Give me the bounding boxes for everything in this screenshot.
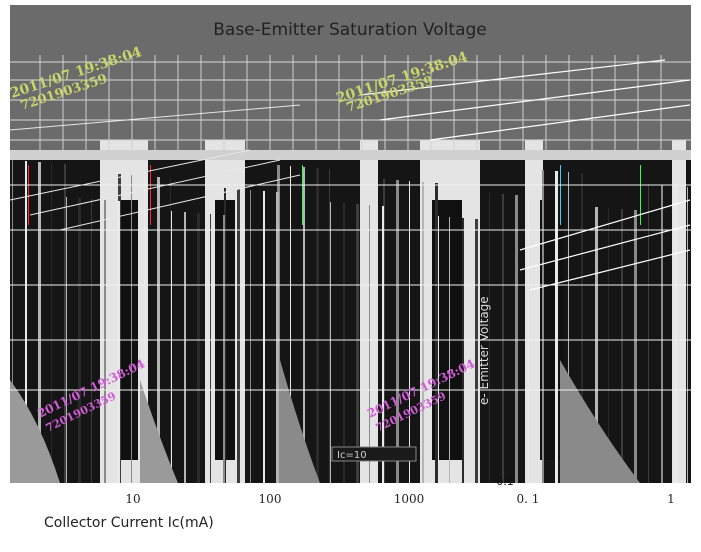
inset-y-tick: 0.1 xyxy=(496,475,514,488)
streak-34 xyxy=(462,218,464,483)
streak-41 xyxy=(157,177,160,483)
streak-9 xyxy=(489,193,490,483)
series-line-left-2 xyxy=(29,159,281,216)
x2-tick-0-1: 0. 1 xyxy=(517,492,540,506)
streak-42 xyxy=(210,214,211,483)
series-line-3 xyxy=(519,199,691,251)
x-tick-10: 10 xyxy=(125,492,140,506)
color-streak-3 xyxy=(150,165,151,225)
glitch-artifacts xyxy=(10,140,691,483)
streak-25 xyxy=(661,185,663,483)
streak-16 xyxy=(184,212,186,483)
x2-tick-1: 1 xyxy=(667,492,675,506)
streak-26 xyxy=(38,162,41,483)
streak-22 xyxy=(502,194,504,483)
streak-32 xyxy=(356,204,359,483)
streak-33 xyxy=(409,181,410,483)
streak-54 xyxy=(170,178,171,483)
streak-58 xyxy=(382,206,384,483)
streak-29 xyxy=(197,213,200,483)
streak-53 xyxy=(117,201,120,483)
streak-40 xyxy=(104,200,106,483)
series-line-0 xyxy=(359,59,666,96)
color-streak-4 xyxy=(640,165,641,225)
streak-6 xyxy=(330,202,331,483)
curve-shade-mid xyxy=(140,380,178,483)
streak-3 xyxy=(171,211,172,483)
streak-49 xyxy=(581,173,583,483)
streak-56 xyxy=(276,192,279,483)
series-line-left-0 xyxy=(9,104,301,131)
streak-35 xyxy=(515,195,518,483)
streak-46 xyxy=(422,182,424,483)
inset-legend-box xyxy=(331,446,417,462)
dark-strip-0 xyxy=(118,200,138,460)
light-band-4 xyxy=(525,140,543,483)
streak-39 xyxy=(51,163,52,483)
header-strip xyxy=(10,150,691,160)
streak-31 xyxy=(303,167,305,483)
inset-y-label: e- Emitter Voltage xyxy=(477,296,491,405)
streak-15 xyxy=(131,175,132,483)
streak-44 xyxy=(316,168,319,483)
streak-17 xyxy=(237,189,240,483)
color-streak-1 xyxy=(302,165,303,225)
series-curves xyxy=(9,59,691,291)
streak-18 xyxy=(290,166,291,483)
series-line-4 xyxy=(519,224,691,271)
streak-23 xyxy=(555,171,558,483)
streak-38 xyxy=(674,186,677,483)
streak-12 xyxy=(648,184,649,483)
streak-59 xyxy=(435,183,438,483)
streak-43 xyxy=(263,191,265,483)
streak-57 xyxy=(329,169,330,483)
x-axis-label: Collector Current Ic(mA) xyxy=(44,515,214,531)
x-tick-100: 100 xyxy=(259,492,282,506)
color-streak-0 xyxy=(28,165,29,225)
curve-shade-far xyxy=(560,360,640,483)
streak-37 xyxy=(621,209,623,483)
curve-shade-right xyxy=(280,360,320,483)
x-tick-1000: 1000 xyxy=(394,492,425,506)
streak-30 xyxy=(250,190,251,483)
color-streak-2 xyxy=(560,165,561,225)
curve-shade-left xyxy=(10,380,60,483)
streak-0 xyxy=(12,160,13,483)
series-line-left-1 xyxy=(9,149,251,201)
streak-45 xyxy=(369,205,370,483)
streak-10 xyxy=(542,170,544,483)
chart-title: Base-Emitter Saturation Voltage xyxy=(213,20,487,40)
inset-legend-label: Ic=10 xyxy=(337,450,367,461)
streak-28 xyxy=(144,176,146,483)
streak-36 xyxy=(568,172,569,483)
streak-27 xyxy=(91,199,92,483)
streak-19 xyxy=(343,203,345,483)
streak-24 xyxy=(608,208,609,483)
series-line-left-3 xyxy=(59,174,301,231)
streak-20 xyxy=(396,180,399,483)
streak-11 xyxy=(595,207,598,483)
streak-47 xyxy=(475,219,478,483)
series-line-2 xyxy=(429,104,691,141)
streak-55 xyxy=(223,215,225,483)
streak-51 xyxy=(687,187,688,483)
streak-13 xyxy=(25,161,27,483)
streak-21 xyxy=(449,217,450,483)
streak-52 xyxy=(64,164,66,483)
streak-50 xyxy=(634,210,637,483)
series-line-1 xyxy=(379,79,691,121)
series-line-5 xyxy=(529,249,691,291)
